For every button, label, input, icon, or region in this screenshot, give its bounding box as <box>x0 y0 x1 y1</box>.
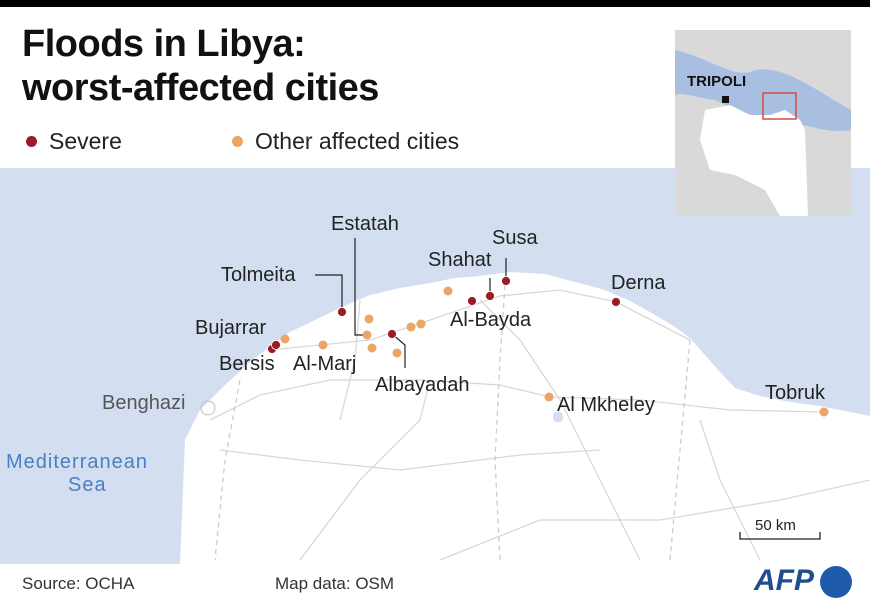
other-dot-icon <box>232 136 243 147</box>
label-estatah: Estatah <box>331 213 399 235</box>
map: Estatah Tolmeita Bujarrar Bersis Al-Marj… <box>0 168 870 564</box>
city-marker-al-mkheley[interactable] <box>544 392 554 402</box>
city-marker-al-marj[interactable] <box>318 340 328 350</box>
label-sea-line-1: Mediterranean <box>6 451 148 473</box>
legend-severe-label: Severe <box>49 128 122 154</box>
legend-severe: Severe <box>26 128 122 155</box>
map-data-text: Map data: OSM <box>275 574 395 593</box>
label-al-marj: Al-Marj <box>293 353 356 375</box>
inset-map: TRIPOLI <box>675 30 851 216</box>
city-marker-other[interactable] <box>443 286 453 296</box>
afp-logo: AFP <box>754 564 814 597</box>
city-marker-other[interactable] <box>416 319 426 329</box>
label-albayadah: Albayadah <box>375 374 470 396</box>
legend-other-label: Other affected cities <box>255 128 460 154</box>
severe-dot-icon <box>26 136 37 147</box>
city-marker-other[interactable] <box>362 330 372 340</box>
tripoli-marker-icon <box>722 96 729 103</box>
scale-label: 50 km <box>755 517 796 534</box>
inset-focus-box <box>762 92 797 120</box>
city-marker-tolmeita[interactable] <box>337 307 347 317</box>
benghazi-city-icon <box>200 400 216 416</box>
title: Floods in Libya: worst-affected cities <box>22 22 379 110</box>
city-marker-other[interactable] <box>280 334 290 344</box>
lake <box>553 412 563 422</box>
roads <box>209 289 870 561</box>
label-al-bayda: Al-Bayda <box>450 309 532 331</box>
title-line-2: worst-affected cities <box>22 67 379 109</box>
city-marker-al-bayda[interactable] <box>467 296 477 306</box>
label-benghazi: Benghazi <box>102 392 185 414</box>
label-bersis: Bersis <box>219 353 275 375</box>
title-line-1: Floods in Libya: <box>22 23 306 65</box>
top-bar <box>0 0 870 7</box>
inset-label-tripoli: TRIPOLI <box>687 73 746 90</box>
city-marker-other[interactable] <box>392 348 402 358</box>
city-marker-other[interactable] <box>367 343 377 353</box>
city-marker-albayadah[interactable] <box>387 329 397 339</box>
label-al-mkheley: Al Mkheley <box>557 394 655 416</box>
other-city-markers <box>280 286 829 417</box>
label-susa: Susa <box>492 227 538 249</box>
tracks <box>214 284 691 561</box>
afp-logo-circle-icon <box>820 566 852 598</box>
city-marker-tobruk[interactable] <box>819 407 829 417</box>
label-shahat: Shahat <box>428 249 492 271</box>
label-sea-line-2: Sea <box>68 474 107 496</box>
legend-other: Other affected cities <box>232 128 459 155</box>
label-derna: Derna <box>611 272 666 294</box>
source-text: Source: OCHA <box>22 574 135 593</box>
label-bujarrar: Bujarrar <box>195 317 266 339</box>
label-tobruk: Tobruk <box>765 382 826 404</box>
city-marker-shahat[interactable] <box>485 291 495 301</box>
city-marker-other[interactable] <box>364 314 374 324</box>
scale-bar: 50 km <box>739 517 821 540</box>
label-tolmeita: Tolmeita <box>221 264 296 286</box>
city-marker-susa[interactable] <box>501 276 511 286</box>
city-marker-bujarrar[interactable] <box>271 340 281 350</box>
severe-city-markers <box>267 276 621 354</box>
city-marker-other[interactable] <box>406 322 416 332</box>
city-marker-derna[interactable] <box>611 297 621 307</box>
